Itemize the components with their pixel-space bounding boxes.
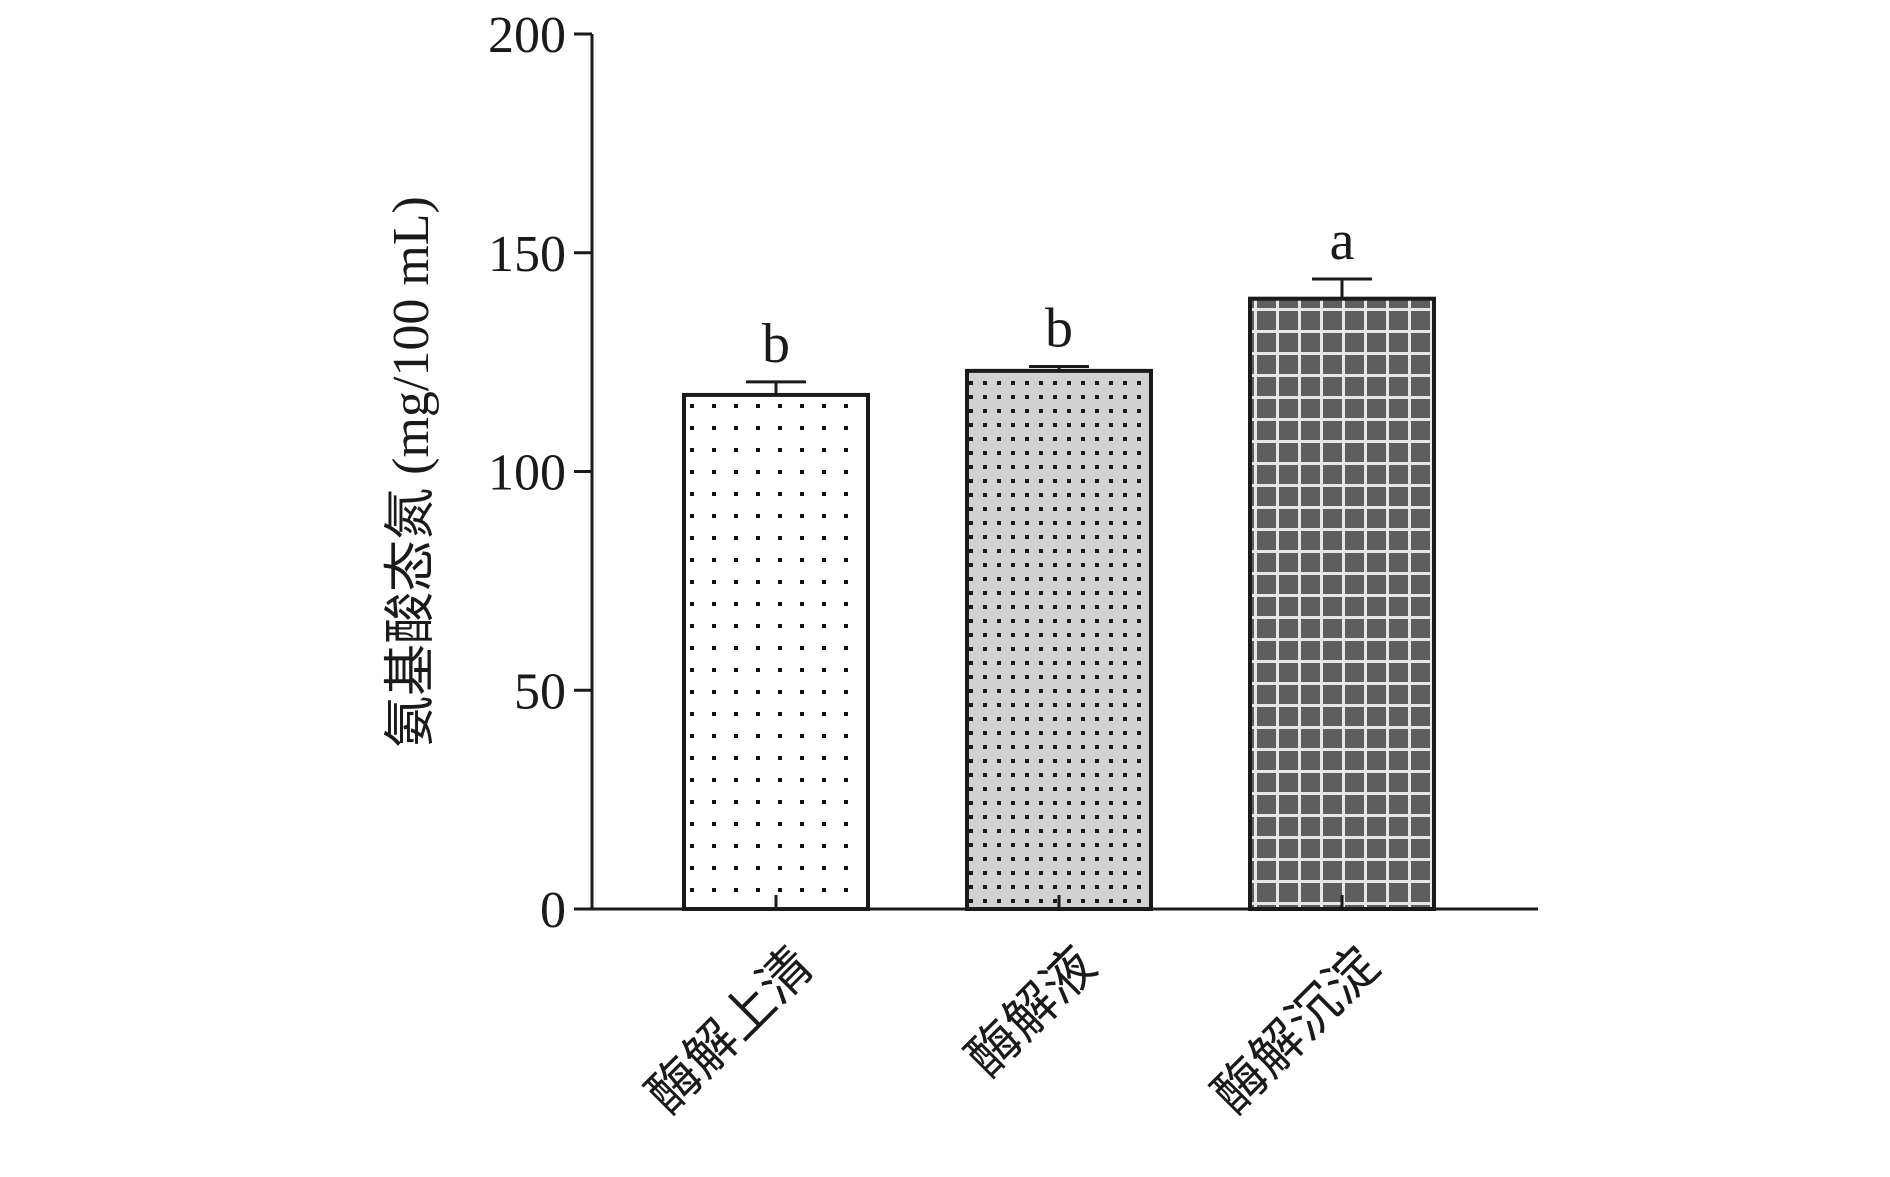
category-label: 酶解上清 (637, 937, 824, 1124)
y-axis-title: 氨基酸态氮 (mg/100 mL) (383, 196, 440, 748)
y-tick-label: 50 (514, 663, 566, 720)
category-label: 酶解液 (957, 937, 1108, 1088)
significance-label: b (1045, 298, 1073, 360)
bar (682, 392, 870, 911)
bar-group: b (965, 298, 1153, 911)
y-tick-label: 150 (488, 226, 566, 283)
bar-group: a (1248, 210, 1436, 911)
bar (965, 368, 1153, 911)
bars: b b a (682, 210, 1436, 911)
significance-label: a (1330, 210, 1355, 272)
y-ticks: 0 50 100 150 200 (488, 7, 592, 939)
y-tick-label: 100 (488, 445, 566, 502)
significance-label: b (762, 313, 790, 375)
bar (1248, 296, 1436, 911)
y-tick-label: 200 (488, 7, 566, 64)
y-tick-label: 0 (540, 882, 566, 939)
bar-group: b (682, 313, 870, 911)
category-labels: 酶解上清 酶解液 酶解沉淀 (637, 937, 1390, 1124)
category-label: 酶解沉淀 (1203, 937, 1390, 1124)
